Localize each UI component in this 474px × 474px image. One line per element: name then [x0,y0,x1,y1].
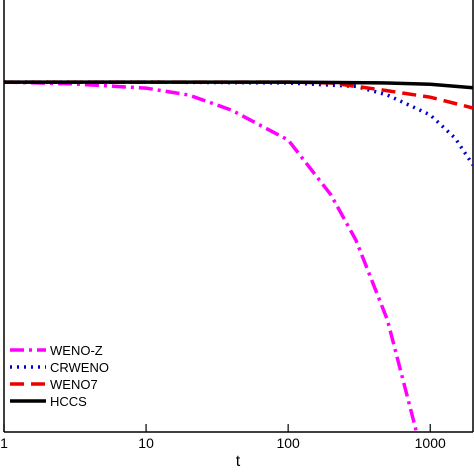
x-axis-label: t [236,453,241,470]
legend-label: HCCS [50,394,87,409]
x-tick-label: 1000 [415,435,446,451]
legend-label: WENO7 [50,377,98,392]
x-tick-label: 10 [138,435,154,451]
x-tick-label: 100 [276,435,300,451]
legend-label: CRWENO [50,360,109,375]
x-tick-label: 1 [0,435,8,451]
series-line [4,80,419,432]
series-line [4,80,473,110]
legend-label: WENO-Z [50,343,103,358]
series-line [4,80,473,90]
